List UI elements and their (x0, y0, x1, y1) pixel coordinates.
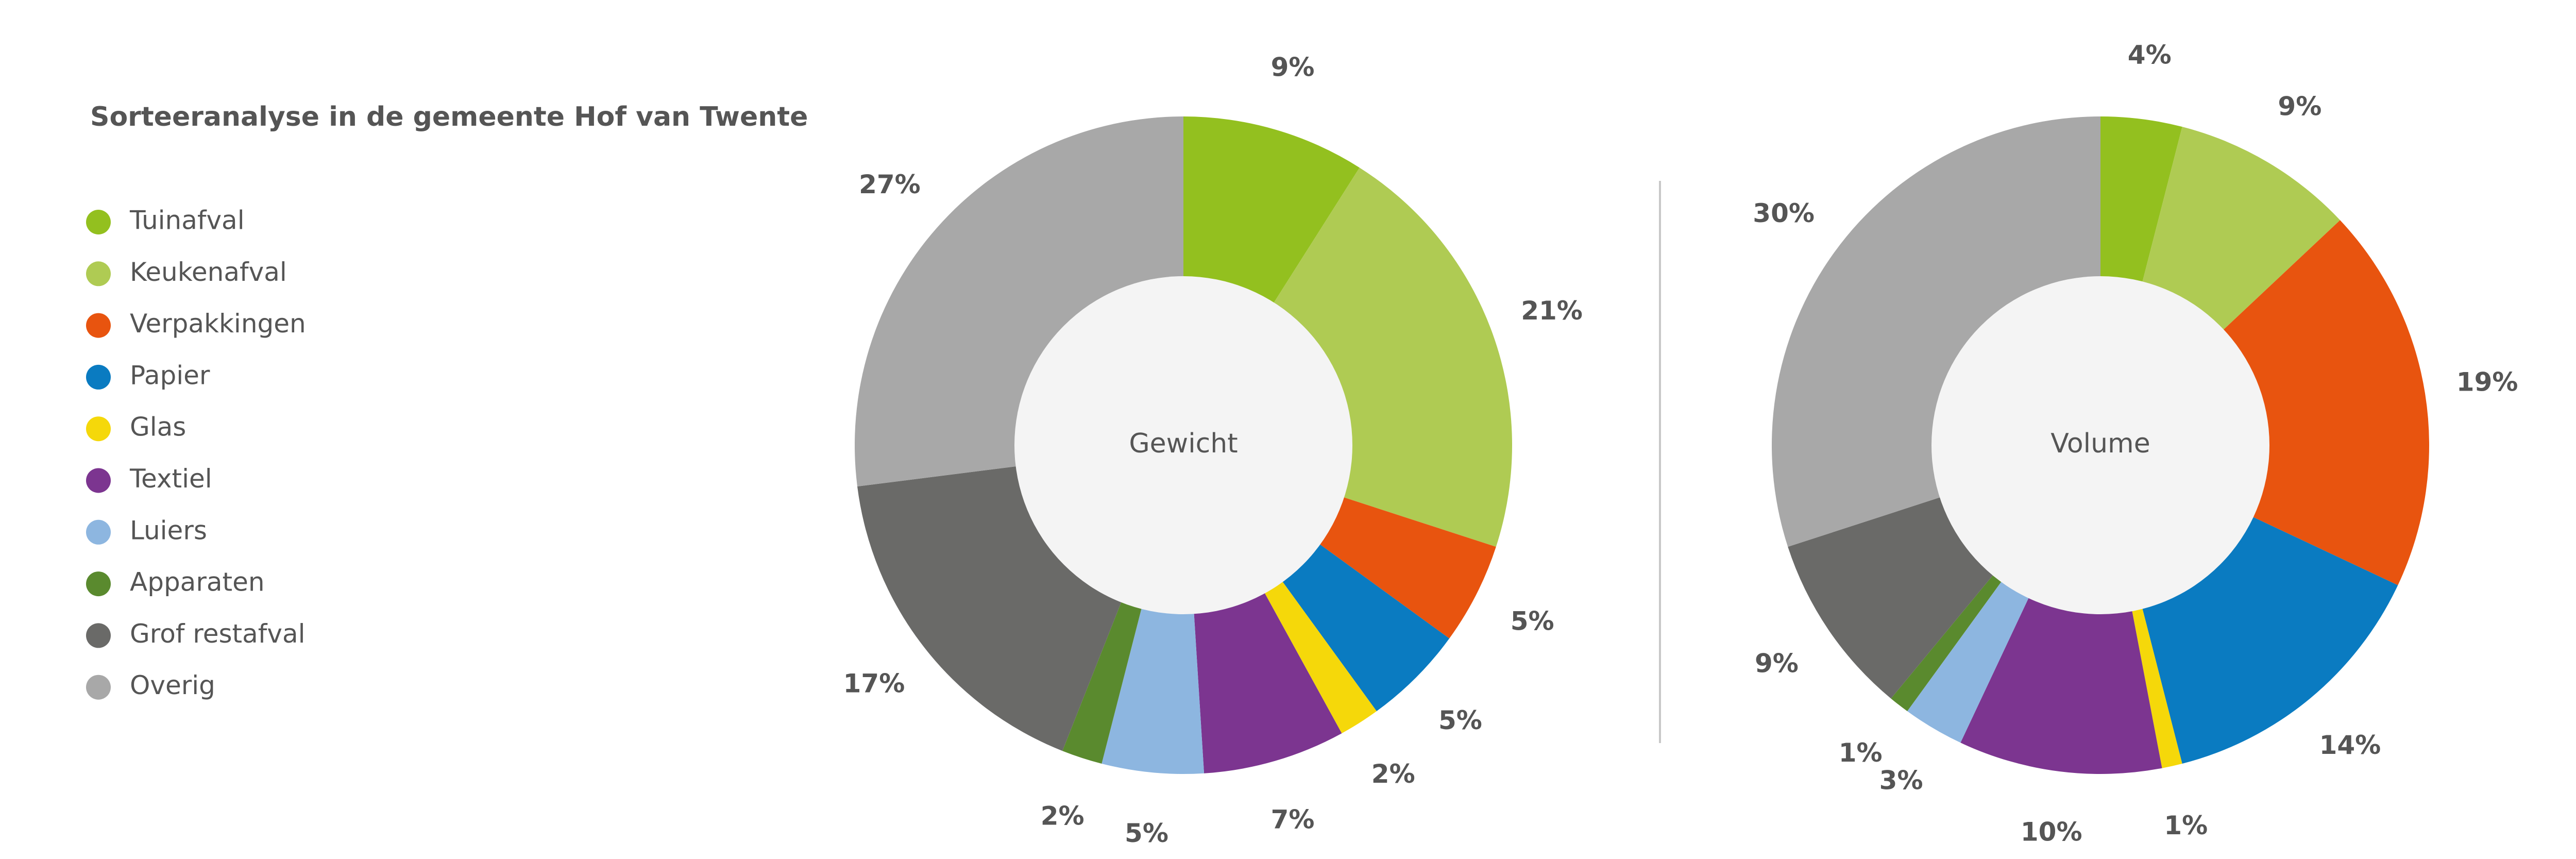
legend-swatch (86, 210, 111, 234)
donut-hole (1931, 276, 2269, 614)
data-label: 2% (1041, 801, 1084, 831)
chart-title: Sorteeranalyse in de gemeente Hof van Tw… (90, 102, 808, 132)
legend-label: Apparaten (130, 567, 265, 597)
legend-label: Grof restafval (130, 619, 306, 649)
data-label: 4% (2128, 40, 2172, 70)
data-label: 17% (843, 668, 905, 698)
data-label: 5% (1438, 705, 1482, 735)
legend-label: Papier (130, 360, 210, 390)
data-label: 9% (2278, 91, 2321, 121)
center-label: Volume (2050, 428, 2150, 459)
data-label: 19% (2456, 367, 2518, 397)
pie-slice (2100, 220, 2429, 585)
legend-label: Glas (130, 412, 186, 442)
data-label: 5% (1511, 607, 1554, 636)
legend-swatch (86, 468, 111, 493)
legend-swatch (86, 623, 111, 648)
data-label: 9% (1755, 649, 1799, 679)
data-label: 3% (1879, 766, 1923, 796)
data-label: 21% (1521, 296, 1583, 326)
legend-swatch (86, 416, 111, 442)
legend-swatch (86, 261, 111, 287)
data-label: 30% (1753, 198, 1815, 228)
legend-label: Verpakkingen (130, 309, 306, 339)
data-label: 14% (2319, 730, 2381, 760)
legend-label: Keukenafval (130, 257, 287, 287)
legend-label: Textiel (129, 464, 212, 494)
legend-label: Tuinafval (129, 206, 245, 235)
data-label: 7% (1271, 804, 1315, 834)
legend-swatch (86, 313, 111, 338)
legend-label: Overig (130, 670, 215, 700)
data-label: 27% (859, 170, 921, 199)
data-label: 2% (1371, 759, 1415, 789)
legend-label: Luiers (130, 515, 207, 545)
legend-swatch (86, 519, 111, 545)
data-label: 1% (2164, 811, 2208, 840)
legend-swatch (86, 571, 111, 597)
legend-swatch (86, 675, 111, 700)
legend-swatch (86, 364, 111, 390)
center-label: Gewicht (1129, 428, 1238, 459)
data-label: 5% (1125, 818, 1168, 848)
data-label: 9% (1271, 53, 1315, 82)
donut-hole (1014, 276, 1352, 614)
data-label: 1% (1839, 738, 1883, 768)
data-label: 10% (2021, 817, 2082, 847)
